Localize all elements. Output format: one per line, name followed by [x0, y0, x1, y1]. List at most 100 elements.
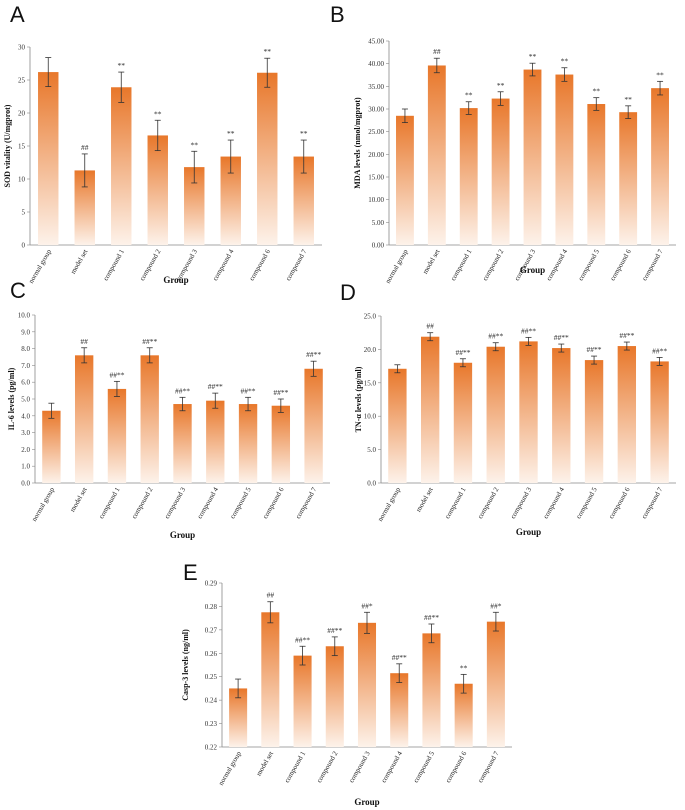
bar	[304, 368, 323, 483]
significance-label: **	[465, 91, 473, 100]
bar	[555, 74, 574, 246]
significance-label: ##**	[327, 626, 342, 635]
chart-panel-d: D 0.0 5.0 10.0 15.0 20.0 25.0 normal group ## mod…	[340, 280, 676, 537]
bar	[454, 683, 473, 747]
significance-label: ##	[426, 322, 434, 331]
category-label: compound 2	[130, 486, 155, 521]
y-tick-label: 0.00	[372, 242, 385, 250]
y-axis-title: TN-α levels (pg/ml)	[354, 366, 363, 432]
category-label: normal group	[217, 750, 243, 787]
category-label: compound 6	[607, 486, 632, 521]
chart-panel-b: B 0.00 5.00 10.00 15.00 20.00 25.00 30.00 35.00 4…	[330, 2, 676, 285]
significance-label: ##*	[490, 601, 502, 610]
chart-panel-e: E 0.22 0.23 0.24 0.25 0.26 0.27 0.28 0.29 normal …	[181, 560, 512, 807]
significance-label: **	[264, 47, 272, 56]
category-label: compound 6	[444, 750, 469, 785]
bar	[459, 108, 478, 246]
category-label: compound 6	[261, 486, 286, 521]
y-tick-label: 0.0	[367, 480, 376, 488]
y-tick-label: 15	[18, 143, 26, 151]
y-tick-label: 5.0	[367, 446, 376, 454]
y-tick-label: 20.00	[368, 151, 384, 159]
y-tick-label: 6.0	[21, 379, 30, 387]
bar	[617, 346, 637, 483]
category-label: compound 2	[315, 750, 340, 785]
category-label: compound 7	[294, 486, 319, 521]
y-tick-label: 15.0	[364, 379, 377, 387]
category-label: compound 6	[248, 248, 273, 283]
category-label: compound 1	[283, 750, 308, 785]
y-tick-label: 25.0	[364, 313, 377, 321]
category-label: compound 4	[545, 248, 570, 283]
category-label: normal group	[27, 248, 53, 285]
y-tick-label: 0.22	[205, 744, 218, 752]
significance-label: ##**	[241, 386, 256, 395]
significance-label: ##	[80, 337, 88, 346]
panel-label: B	[330, 2, 345, 27]
category-label: normal group	[376, 486, 402, 523]
category-label: compound 4	[196, 486, 221, 521]
significance-label: ##**	[554, 333, 569, 342]
significance-label: ##**	[306, 350, 321, 359]
y-tick-label: 45.00	[368, 38, 384, 46]
bar	[74, 355, 94, 483]
bar	[619, 112, 638, 245]
significance-label: ##**	[109, 370, 124, 379]
y-tick-label: 30.00	[368, 106, 384, 114]
y-axis-title: MDA levels (nmol/mgprot)	[353, 97, 362, 189]
y-tick-label: 0.27	[205, 626, 218, 634]
panel-label: C	[10, 278, 26, 303]
bar	[357, 622, 377, 747]
bar	[486, 621, 505, 747]
significance-label: **	[227, 129, 235, 138]
chart-panel-c: C 0.0 1.0 2.0 3.0 4.0 5.0 6.0 7.0 8.0 9.0 10.0 norma…	[7, 278, 330, 540]
x-axis-title: Group	[516, 527, 541, 537]
significance-label: ##**	[521, 326, 536, 335]
category-label: model set	[414, 486, 434, 513]
bar	[184, 167, 205, 245]
category-label: model set	[421, 248, 441, 275]
y-axis-title: SOD vitality (U/mgprot)	[3, 104, 12, 187]
y-tick-label: 9.0	[21, 328, 30, 336]
bar	[238, 404, 258, 483]
y-tick-label: 20	[18, 110, 26, 118]
bar	[206, 400, 225, 483]
significance-label: ##	[267, 591, 275, 600]
y-tick-label: 30	[18, 44, 26, 52]
x-axis-title: Group	[170, 530, 195, 540]
bar	[220, 156, 241, 245]
significance-label: ##**	[295, 635, 310, 644]
bar	[422, 633, 441, 747]
category-label: compound 4	[542, 486, 567, 521]
x-axis-title: Group	[520, 265, 545, 275]
bar	[229, 688, 248, 747]
y-tick-label: 0.25	[205, 673, 218, 681]
bar	[107, 388, 127, 483]
significance-label: **	[300, 129, 308, 138]
y-tick-label: 0.0	[21, 480, 30, 488]
bar	[519, 341, 538, 483]
category-label: compound 3	[509, 486, 534, 521]
y-tick-label: 25	[18, 77, 26, 85]
category-label: compound 5	[228, 486, 253, 521]
y-tick-label: 35.00	[368, 83, 384, 91]
category-label: model set	[255, 750, 275, 777]
bar	[486, 346, 505, 483]
category-label: compound 2	[138, 248, 163, 283]
significance-label: **	[118, 61, 126, 70]
y-tick-label: 40.00	[368, 60, 384, 68]
significance-label: **	[497, 81, 505, 90]
y-tick-label: 5.00	[372, 219, 385, 227]
y-tick-label: 8.0	[21, 345, 30, 353]
significance-label: ##**	[142, 337, 157, 346]
bar	[140, 355, 159, 483]
category-label: compound 7	[476, 750, 501, 785]
category-label: compound 3	[347, 750, 372, 785]
y-tick-label: 5	[22, 209, 26, 217]
significance-label: **	[593, 87, 601, 96]
bar	[427, 65, 446, 245]
bar	[271, 405, 291, 483]
significance-label: ##**	[619, 331, 634, 340]
significance-label: ##**	[273, 388, 288, 397]
